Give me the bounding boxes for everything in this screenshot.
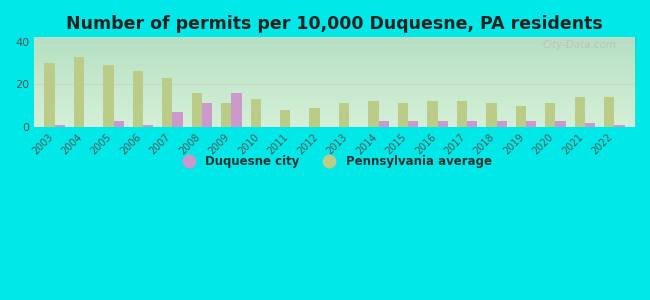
Bar — [526, 121, 536, 127]
Bar — [556, 121, 566, 127]
Bar — [172, 112, 183, 127]
Bar — [73, 56, 84, 127]
Bar — [221, 103, 231, 127]
Bar — [437, 121, 448, 127]
Bar — [280, 110, 291, 127]
Bar — [250, 99, 261, 127]
Bar — [585, 123, 595, 127]
Bar — [427, 101, 437, 127]
Bar — [614, 125, 625, 127]
Bar — [486, 103, 497, 127]
Bar — [162, 78, 172, 127]
Bar — [231, 93, 242, 127]
Bar — [103, 65, 114, 127]
Bar — [133, 71, 143, 127]
Bar — [192, 93, 202, 127]
Bar — [398, 103, 408, 127]
Text: City-Data.com: City-Data.com — [543, 40, 617, 50]
Bar — [379, 121, 389, 127]
Bar — [202, 103, 213, 127]
Bar — [44, 63, 55, 127]
Bar — [369, 101, 379, 127]
Title: Number of permits per 10,000 Duquesne, PA residents: Number of permits per 10,000 Duquesne, P… — [66, 15, 603, 33]
Legend: Duquesne city, Pennsylvania average: Duquesne city, Pennsylvania average — [172, 151, 497, 173]
Bar — [575, 97, 585, 127]
Bar — [497, 121, 507, 127]
Bar — [339, 103, 349, 127]
Bar — [545, 103, 556, 127]
Bar — [114, 121, 124, 127]
Bar — [467, 121, 477, 127]
Bar — [515, 106, 526, 127]
Bar — [604, 97, 614, 127]
Bar — [408, 121, 419, 127]
Bar — [457, 101, 467, 127]
Bar — [55, 125, 65, 127]
Bar — [309, 108, 320, 127]
Bar — [143, 125, 153, 127]
